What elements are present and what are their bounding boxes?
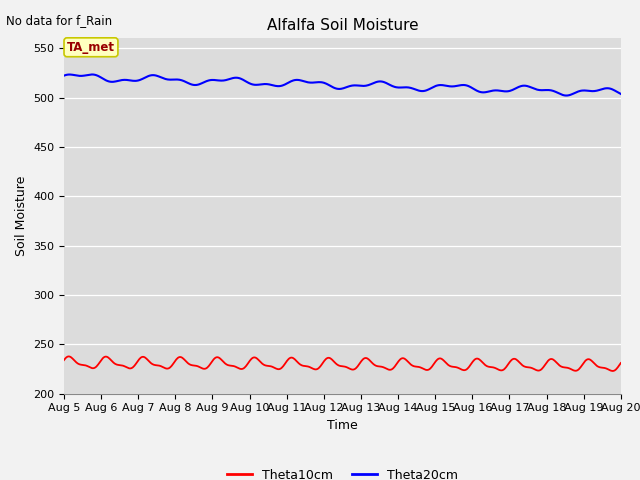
X-axis label: Time: Time — [327, 419, 358, 432]
Y-axis label: Soil Moisture: Soil Moisture — [15, 176, 28, 256]
Title: Alfalfa Soil Moisture: Alfalfa Soil Moisture — [267, 18, 418, 33]
Text: TA_met: TA_met — [67, 41, 115, 54]
Text: No data for f_Rain: No data for f_Rain — [6, 14, 113, 27]
Legend: Theta10cm, Theta20cm: Theta10cm, Theta20cm — [222, 464, 463, 480]
